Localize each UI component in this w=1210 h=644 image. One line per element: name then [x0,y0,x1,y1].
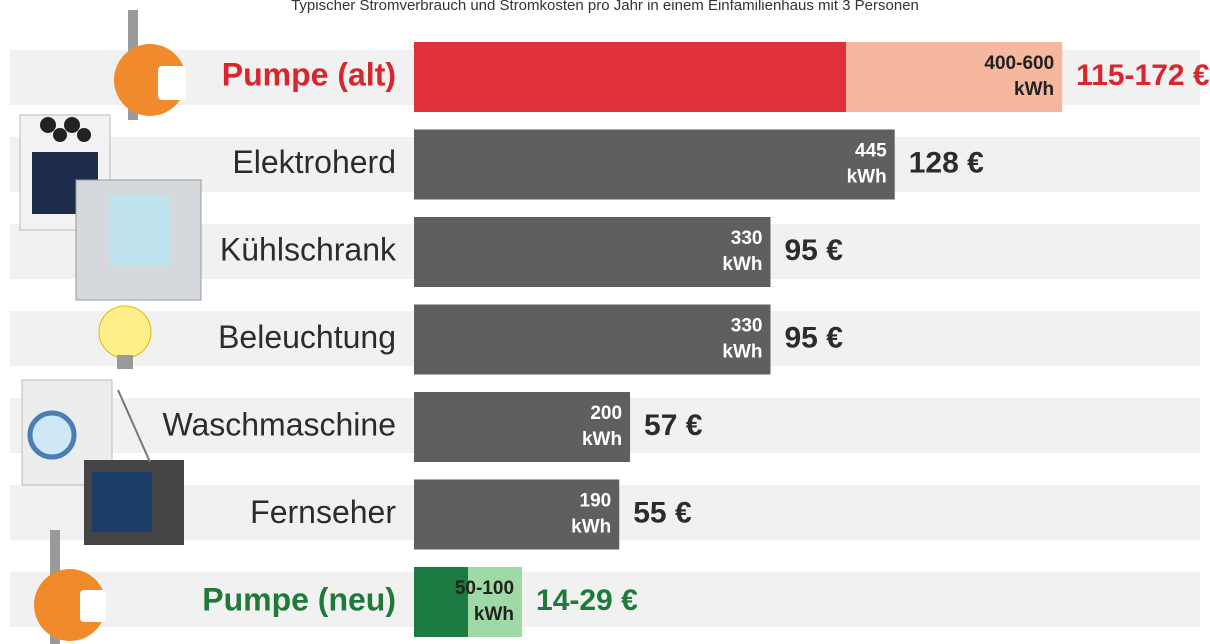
cost-label: 55 € [633,496,692,529]
bar [414,217,770,287]
value-label: 50-100 [455,578,514,599]
value-label: 190 [580,491,612,512]
value-label: kWh [582,429,622,450]
cost-label: 57 € [644,409,703,442]
value-label: kWh [474,604,514,625]
value-label: 330 [731,228,763,249]
cost-label: 95 € [784,234,843,267]
cost-label: 14-29 € [536,584,638,617]
category-label: Kühlschrank [220,231,397,267]
category-label: Elektroherd [232,144,396,180]
cost-label: 115-172 € [1076,59,1210,92]
value-label: 445 [855,141,887,162]
value-label: 200 [590,403,622,424]
category-label: Pumpe (neu) [202,581,396,617]
category-label: Fernseher [250,494,396,530]
category-label: Waschmaschine [162,406,396,442]
value-label: 400-600 [984,53,1054,74]
bar [414,42,846,112]
value-label: kWh [571,517,611,538]
value-label: kWh [722,342,762,363]
chart-title: Typischer Stromverbrauch und Stromkosten… [291,0,919,14]
chart: Typischer Stromverbrauch und Stromkosten… [0,0,1210,644]
cost-label: 128 € [909,146,984,179]
bar [414,130,895,200]
bar [414,305,770,375]
category-label: Beleuchtung [218,319,396,355]
cost-label: 95 € [784,321,843,354]
value-label: 330 [731,316,763,337]
category-label: Pumpe (alt) [222,56,396,92]
value-label: kWh [722,254,762,275]
value-label: kWh [1014,79,1054,100]
value-label: kWh [847,167,887,188]
